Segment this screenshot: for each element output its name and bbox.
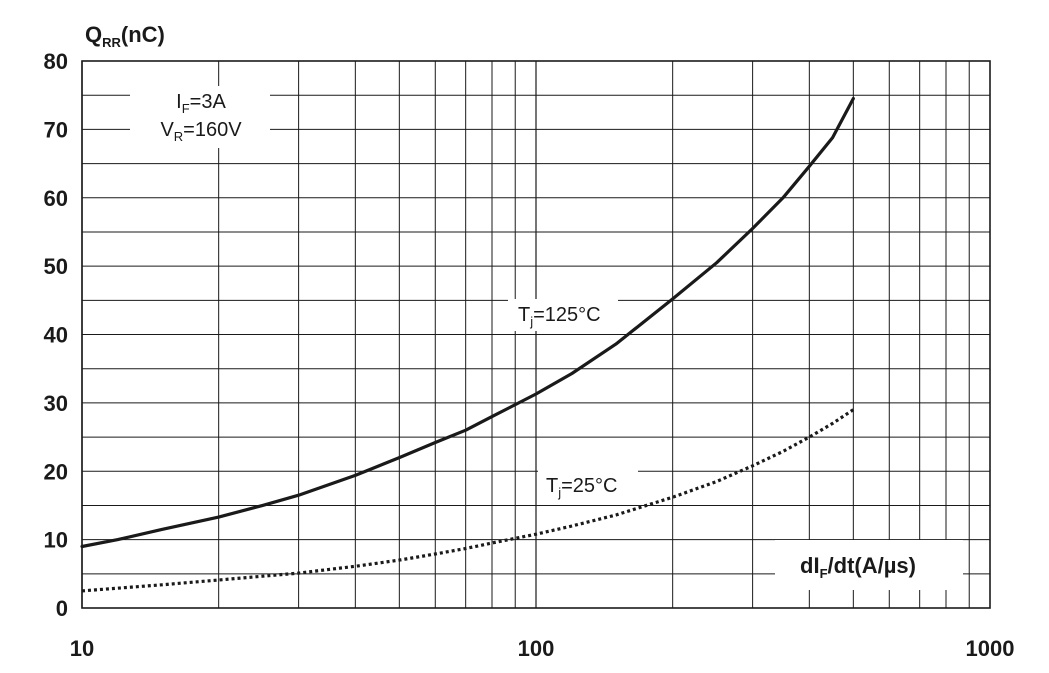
conditions-box [130, 86, 270, 148]
y-tick-label: 20 [44, 459, 68, 484]
y-tick-label: 10 [44, 528, 68, 553]
x-tick-label: 10 [70, 636, 94, 661]
series-125-label: Tj=125°C [518, 304, 601, 329]
y-tick-labels: 0 10 20 30 40 50 60 70 80 [44, 49, 68, 621]
series-125-label-bg [508, 299, 618, 331]
condition-if-label: IF=3A [176, 91, 226, 116]
condition-vr-label: VR=160V [160, 119, 242, 144]
grid-lines [81, 60, 990, 609]
series-line-0 [80, 97, 855, 549]
y-tick-label: 0 [56, 596, 68, 621]
y-tick-label: 50 [44, 254, 68, 279]
series-line-1 [81, 408, 855, 593]
x-tick-labels: 10 100 1000 [70, 636, 1015, 661]
y-tick-label: 70 [44, 117, 68, 142]
y-tick-label: 60 [44, 186, 68, 211]
y-tick-label: 40 [44, 323, 68, 348]
x-axis-title: dIF/dt(A/µs) [800, 553, 916, 581]
series-25-label: Tj=25°C [546, 475, 617, 500]
series-25-label-bg [538, 470, 638, 502]
x-tick-label: 1000 [966, 636, 1015, 661]
x-axis-title-bg [775, 540, 963, 590]
plot-border [81, 60, 991, 609]
y-axis-title: QRR(nC) [85, 22, 165, 50]
series-layer [80, 97, 855, 593]
y-tick-label: 30 [44, 391, 68, 416]
x-tick-label: 100 [518, 636, 555, 661]
plot-frame [81, 60, 991, 609]
y-tick-label: 80 [44, 49, 68, 74]
